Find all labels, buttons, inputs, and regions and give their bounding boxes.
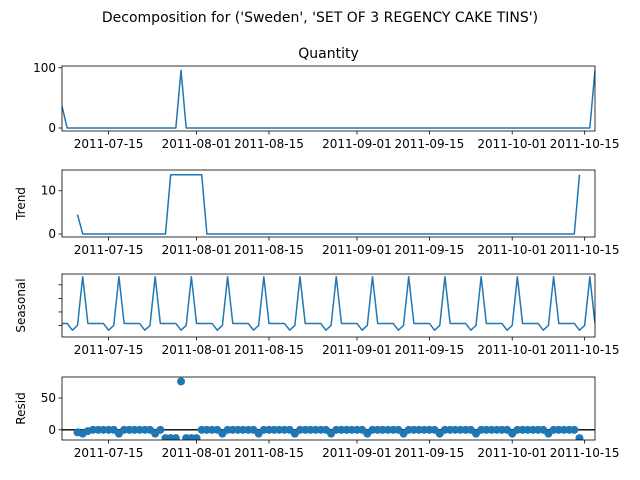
trend-marks bbox=[76, 174, 581, 235]
resid-point bbox=[575, 434, 584, 440]
observed-xtick-label: 2011-08-01 bbox=[162, 137, 232, 151]
trend-ylabel: Trend bbox=[14, 187, 28, 221]
trend-xtick-label: 2011-09-01 bbox=[322, 243, 392, 257]
resid-point bbox=[156, 425, 165, 434]
resid-xtick-label: 2011-10-01 bbox=[477, 446, 547, 460]
seasonal-ylabel: Seasonal bbox=[14, 278, 28, 332]
seasonal-xtick-label: 2011-09-01 bbox=[322, 343, 392, 357]
seasonal-axes-frame bbox=[61, 273, 596, 338]
observed-series-line bbox=[62, 69, 595, 129]
resid-ytick-label: 0 bbox=[48, 423, 56, 437]
trend-xtick-label: 2011-08-15 bbox=[234, 243, 304, 257]
resid-xtick-label: 2011-08-15 bbox=[234, 446, 304, 460]
seasonal-xtick-label: 2011-08-15 bbox=[234, 343, 304, 357]
resid-xtick-label: 2011-10-15 bbox=[550, 446, 620, 460]
seasonal-xtick-label: 2011-10-01 bbox=[477, 343, 547, 357]
resid-xtick-label: 2011-07-15 bbox=[74, 446, 144, 460]
panel-trend: 0 10 2011-07-15 2011-08-01 2011-08-15 2011-09… bbox=[14, 169, 620, 257]
figure-suptitle: Decomposition for ('Sweden', 'SET OF 3 R… bbox=[102, 10, 538, 26]
resid-point bbox=[570, 425, 579, 434]
trend-ytick-label: 0 bbox=[48, 227, 56, 241]
trend-xtick-label: 2011-09-15 bbox=[395, 243, 465, 257]
seasonal-marks bbox=[62, 275, 595, 331]
observed-ytick-label: 100 bbox=[33, 61, 56, 75]
observed-xtick-label: 2011-10-15 bbox=[550, 137, 620, 151]
resid-point bbox=[177, 377, 186, 386]
trend-xtick-label: 2011-10-01 bbox=[477, 243, 547, 257]
seasonal-xtick-label: 2011-08-01 bbox=[162, 343, 232, 357]
observed-xtick-label: 2011-08-15 bbox=[234, 137, 304, 151]
trend-xtick-label: 2011-10-15 bbox=[550, 243, 620, 257]
observed-title: Quantity bbox=[298, 46, 359, 62]
resid-marks bbox=[62, 377, 595, 440]
panel-observed: 0 100 2011-07-15 2011-08-01 2011-08-15 2011-0… bbox=[33, 46, 619, 151]
panel-resid: 0 50 2011-07-15 2011-08-01 2011-08-15 2011-09… bbox=[14, 376, 620, 460]
trend-xtick-label: 2011-07-15 bbox=[74, 243, 144, 257]
seasonal-xtick-label: 2011-07-15 bbox=[74, 343, 144, 357]
trend-ytick-label: 10 bbox=[41, 184, 56, 198]
trend-xtick-label: 2011-08-01 bbox=[162, 243, 232, 257]
seasonal-xtick-label: 2011-09-15 bbox=[395, 343, 465, 357]
observed-xtick-label: 2011-09-01 bbox=[322, 137, 392, 151]
seasonal-series-line bbox=[62, 275, 595, 331]
resid-xtick-label: 2011-09-15 bbox=[395, 446, 465, 460]
trend-axes-frame bbox=[61, 169, 596, 238]
trend-series-line bbox=[76, 174, 581, 235]
observed-ytick-label: 0 bbox=[48, 121, 56, 135]
resid-ylabel: Resid bbox=[14, 392, 28, 424]
resid-xtick-label: 2011-09-01 bbox=[322, 446, 392, 460]
observed-axes-frame bbox=[61, 65, 596, 132]
resid-ytick-label: 50 bbox=[41, 391, 56, 405]
resid-point bbox=[171, 434, 180, 440]
observed-xtick-label: 2011-07-15 bbox=[74, 137, 144, 151]
observed-xtick-label: 2011-10-01 bbox=[477, 137, 547, 151]
observed-marks bbox=[62, 69, 595, 129]
seasonal-xtick-label: 2011-10-15 bbox=[550, 343, 620, 357]
observed-xtick-label: 2011-09-15 bbox=[395, 137, 465, 151]
panel-seasonal: 2011-07-15 2011-08-01 2011-08-15 2011-09-01… bbox=[14, 273, 620, 357]
resid-point bbox=[192, 434, 201, 440]
resid-axes-frame bbox=[61, 376, 596, 441]
resid-xtick-label: 2011-08-01 bbox=[162, 446, 232, 460]
